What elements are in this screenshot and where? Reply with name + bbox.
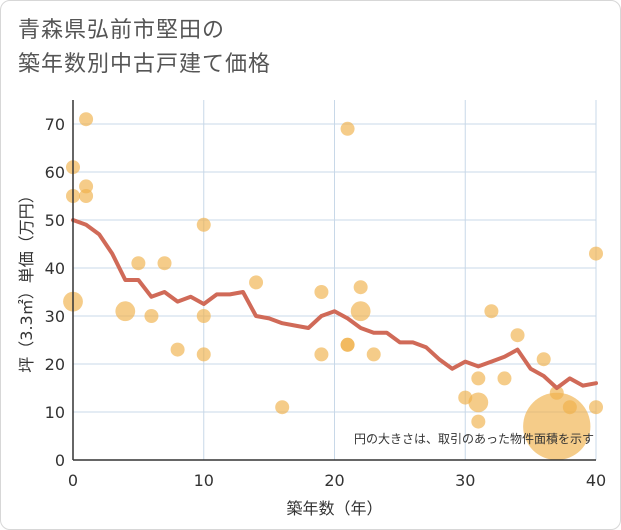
bubble-point <box>79 112 94 127</box>
bubble-point <box>340 337 355 352</box>
bubble-point <box>170 342 185 357</box>
bubble-point <box>536 352 551 367</box>
bubble-point <box>562 400 577 415</box>
y-tick-label: 60 <box>45 163 65 182</box>
bubble-point <box>340 121 355 136</box>
y-tick-label: 70 <box>45 115 65 134</box>
x-tick-label: 10 <box>194 471 214 490</box>
bubble-point <box>196 217 211 232</box>
bubble-point <box>275 400 290 415</box>
bubble-point <box>523 392 591 461</box>
axes: 0 10 20 30 40 0 10 20 30 40 50 60 70 <box>45 100 606 490</box>
y-tick-label: 0 <box>55 451 65 470</box>
bubble-point <box>131 256 146 271</box>
bubble-point <box>144 309 159 323</box>
y-axis-label: 坪（3.3㎡）単価（万円） <box>17 187 36 372</box>
grid <box>72 100 597 461</box>
chart-title-line-1: 青森県弘前市堅田の <box>18 18 226 43</box>
bubble-point <box>497 371 512 386</box>
bubble-point <box>157 256 172 271</box>
y-tick-label: 50 <box>45 211 65 230</box>
bubble-point <box>353 280 368 295</box>
bubble-point <box>471 371 486 386</box>
x-tick-label: 20 <box>324 471 344 490</box>
chart-title: 青森県弘前市堅田の 築年数別中古戸建て価格 <box>18 14 271 82</box>
bubble-point <box>249 275 264 290</box>
y-tick-label: 10 <box>45 403 65 422</box>
bubble-point <box>471 414 486 429</box>
bubble-point <box>510 328 525 343</box>
x-tick-label: 40 <box>586 471 606 490</box>
average-line-layer <box>71 218 598 390</box>
bubble-point <box>549 385 564 400</box>
bubble-point <box>196 309 211 323</box>
bubble-point <box>366 347 381 362</box>
x-axis-label: 築年数（年） <box>286 499 382 518</box>
average-price-line <box>71 218 598 390</box>
bubble-point <box>589 246 603 261</box>
bubble-point <box>79 179 94 194</box>
bubble-point <box>484 304 499 319</box>
bubble-point <box>314 347 329 362</box>
y-tick-label: 30 <box>45 307 65 326</box>
chart-title-line-2: 築年数別中古戸建て価格 <box>18 52 272 77</box>
bubble-point <box>79 189 94 203</box>
size-note: 円の大きさは、取引のあった物件面積を示す <box>354 431 594 446</box>
bubble-point <box>589 400 603 415</box>
y-tick-label: 20 <box>45 355 65 374</box>
x-tick-label: 30 <box>455 471 475 490</box>
bubble-point <box>115 301 136 322</box>
y-tick-label: 40 <box>45 259 65 278</box>
bubble-point <box>458 390 473 405</box>
bubble-point <box>196 347 211 362</box>
bubble-point <box>314 285 329 299</box>
bubble-layer <box>63 112 603 461</box>
x-tick-label: 0 <box>68 471 78 490</box>
bubble-point <box>350 301 371 322</box>
bubble-point <box>468 392 489 413</box>
